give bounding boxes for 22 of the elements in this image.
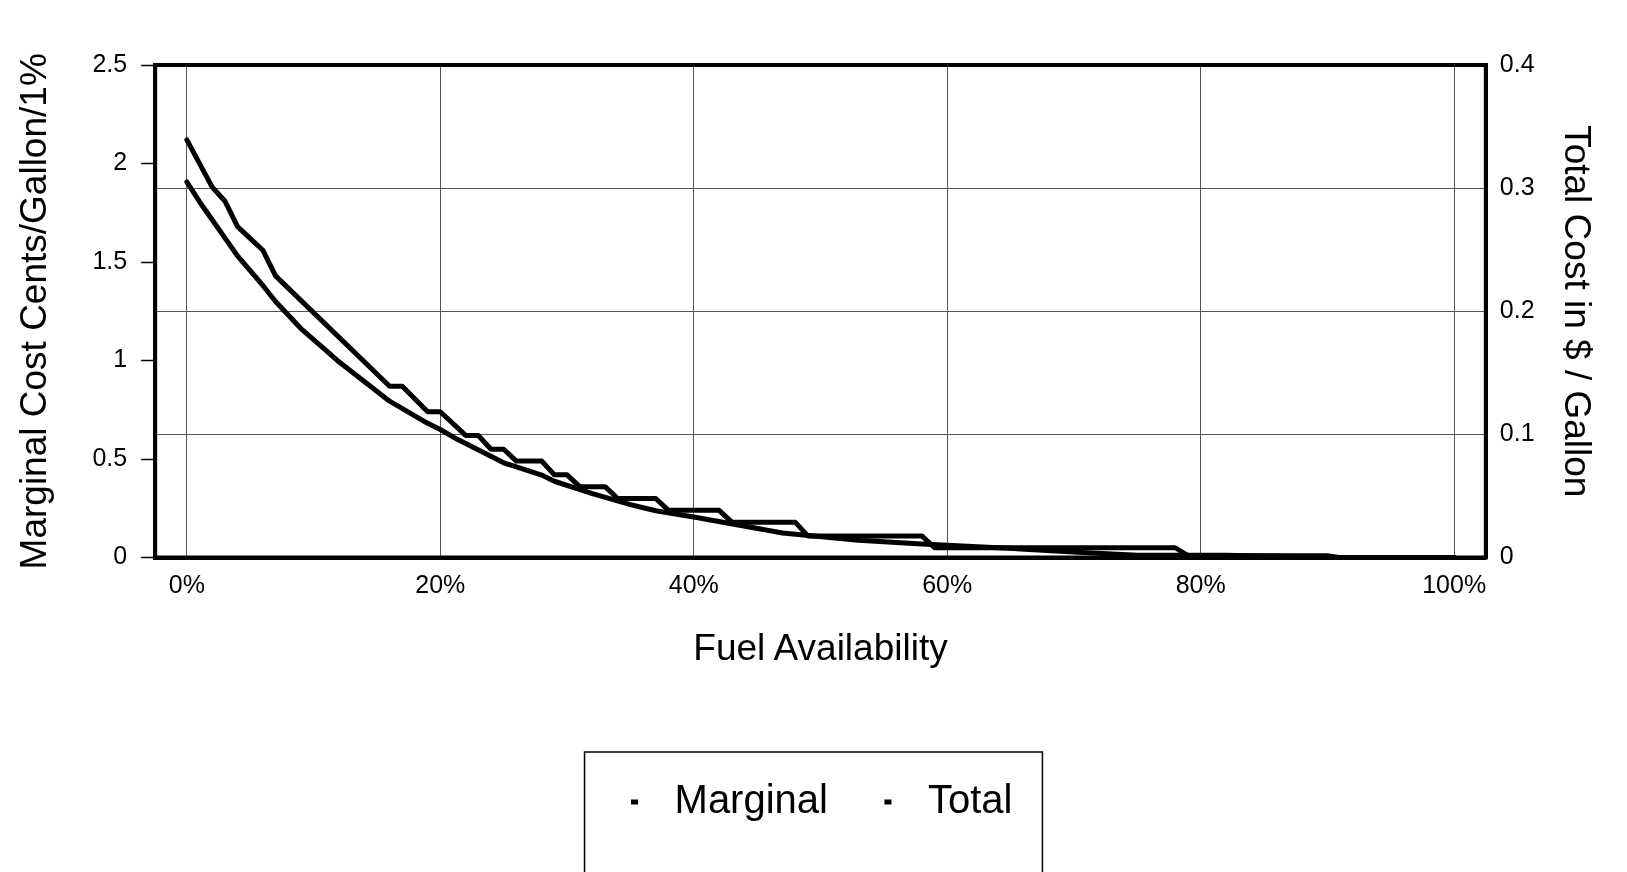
y-tick-label: 2.5 — [92, 48, 128, 77]
y2-tick-label: 0.3 — [1499, 172, 1535, 201]
y-tick-label: 2 — [113, 147, 128, 176]
y2-tick-label: 0.1 — [1499, 418, 1535, 447]
x-tick-label: 100% — [1422, 570, 1487, 599]
y2-tick-label: 0.4 — [1499, 48, 1535, 77]
x-tick-label: 60% — [922, 570, 973, 599]
y-tick-label: 1 — [113, 344, 128, 373]
x-tick-label: 0% — [168, 570, 205, 599]
x-tick-label: 40% — [668, 570, 719, 599]
y-tick-label: 0.5 — [92, 442, 128, 471]
y-tick-label: 1.5 — [92, 245, 128, 274]
y-axis-title: Marginal Cost Cents/Gallon/1% — [13, 53, 55, 570]
y2-tick-label: 0.2 — [1499, 295, 1535, 324]
y-tick-label: 0 — [113, 541, 128, 570]
x-axis-title: Fuel Availability — [693, 627, 949, 668]
x-tick-label: 80% — [1175, 570, 1226, 599]
legend-label: Total — [927, 777, 1013, 822]
y2-axis-title: Total Cost in $ / Gallon — [1556, 125, 1598, 498]
y2-tick-label: 0 — [1499, 541, 1514, 570]
legend-label: Marginal — [674, 777, 828, 822]
x-tick-label: 20% — [415, 570, 466, 599]
